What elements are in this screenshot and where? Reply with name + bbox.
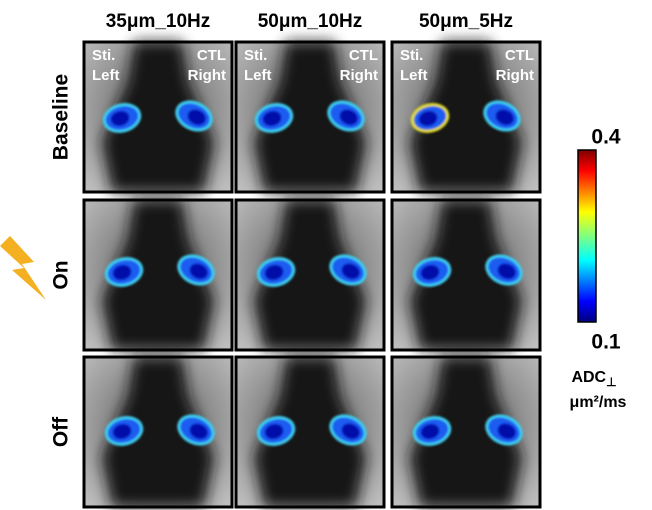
panel-frame <box>82 40 234 194</box>
panel-frame <box>82 355 234 509</box>
panel-label: Right <box>496 67 534 84</box>
row-label: Baseline <box>50 74 73 160</box>
adc-core <box>498 423 516 439</box>
colorbar-min: 0.1 <box>591 331 621 354</box>
dark-region <box>254 200 366 350</box>
adc-core <box>421 265 439 280</box>
lightning-icon <box>0 236 46 300</box>
adc-core <box>419 111 437 126</box>
adc-core <box>496 109 514 125</box>
dark-region <box>102 357 214 507</box>
panel-frame <box>390 355 542 509</box>
mri-panel <box>234 355 386 509</box>
column-header: 50μm_10Hz <box>258 11 363 32</box>
row-label: On <box>50 260 73 289</box>
label-subscript: ⊥ <box>606 375 616 389</box>
mri-panel: Sti. Left CTL Right <box>234 40 386 194</box>
mri-panel <box>390 198 542 352</box>
dark-region <box>254 42 366 192</box>
panel-label: Left <box>92 67 120 84</box>
colorbar-label: ADC⊥ <box>571 369 616 389</box>
column-header: 35μm_10Hz <box>106 11 211 32</box>
dark-region <box>410 42 522 192</box>
mri-panel: Sti. Left CTL Right <box>390 40 542 194</box>
mri-panel <box>390 355 542 509</box>
panel-label: CTL <box>349 47 378 64</box>
adc-core <box>113 265 131 280</box>
colorbar-max: 0.4 <box>591 126 621 149</box>
mri-panel: Sti. Left CTL Right <box>82 40 234 194</box>
dark-region <box>254 357 366 507</box>
panel-frame <box>234 40 386 194</box>
mri-panel <box>234 198 386 352</box>
adc-core <box>498 263 516 279</box>
panel-frame <box>390 198 542 352</box>
adc-core <box>263 111 281 126</box>
mri-panel <box>82 198 234 352</box>
panel-label: Left <box>400 67 428 84</box>
panel-frame <box>390 40 542 194</box>
dark-region <box>102 200 214 350</box>
adc-core <box>190 423 208 439</box>
adc-core <box>190 263 208 279</box>
panel-frame <box>234 198 386 352</box>
adc-core <box>113 424 131 439</box>
panel-label: Sti. <box>400 47 423 64</box>
adc-core <box>340 109 358 125</box>
adc-core <box>188 109 206 125</box>
colorbar-unit: μm²/ms <box>570 394 627 411</box>
panel-label: Right <box>188 67 226 84</box>
adc-core <box>265 424 283 439</box>
adc-core <box>111 111 129 126</box>
label-main: ADC <box>571 369 606 386</box>
row-label: Off <box>50 416 73 447</box>
panel-label: Left <box>244 67 272 84</box>
adc-core <box>342 423 360 439</box>
adc-core <box>421 424 439 439</box>
dark-region <box>410 200 522 350</box>
dark-region <box>410 357 522 507</box>
panel-label: Sti. <box>244 47 267 64</box>
dark-region <box>102 42 214 192</box>
adc-core <box>342 263 360 279</box>
panel-label: CTL <box>197 47 226 64</box>
panel-frame <box>82 198 234 352</box>
adc-core <box>265 265 283 280</box>
colorbar <box>577 149 597 323</box>
panel-frame <box>234 355 386 509</box>
mri-panel <box>82 355 234 509</box>
panel-label: Sti. <box>92 47 115 64</box>
column-header: 50μm_5Hz <box>419 11 513 32</box>
panel-label: CTL <box>505 47 534 64</box>
panel-label: Right <box>340 67 378 84</box>
